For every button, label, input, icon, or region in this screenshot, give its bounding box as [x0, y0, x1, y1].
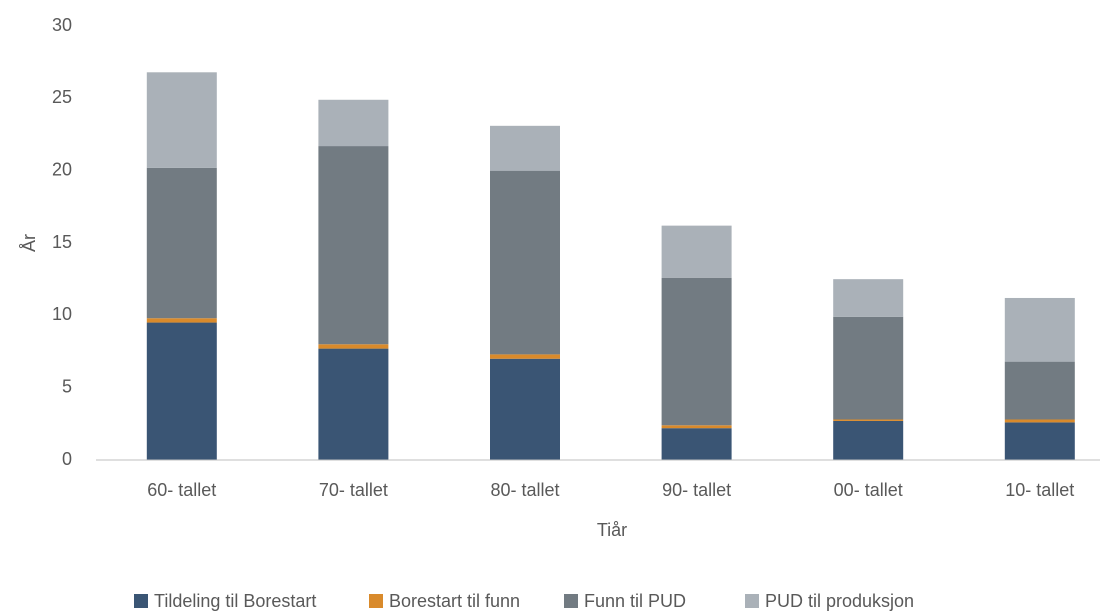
legend-swatch	[134, 594, 148, 608]
x-axis-label: Tiår	[597, 520, 627, 540]
legend-swatch	[369, 594, 383, 608]
bar-segment	[490, 125, 560, 171]
bar-segment	[146, 72, 217, 168]
y-tick-label: 5	[62, 376, 72, 396]
legend-label: PUD til produksjon	[765, 591, 914, 611]
bar-segment	[318, 146, 389, 345]
x-tick-label: 80- tallet	[490, 480, 559, 500]
bar-segment	[833, 279, 904, 317]
bar-segment	[490, 354, 560, 359]
bar-segment	[1004, 419, 1075, 423]
y-tick-label: 30	[52, 15, 72, 35]
legend-label: Borestart til funn	[389, 591, 520, 611]
x-tick-label: 10- tallet	[1005, 480, 1074, 500]
x-tick-label: 00- tallet	[834, 480, 903, 500]
bar-segment	[661, 277, 732, 426]
x-tick-label: 60- tallet	[147, 480, 216, 500]
bar-segment	[146, 322, 217, 460]
x-tick-label: 90- tallet	[662, 480, 731, 500]
legend-swatch	[564, 594, 578, 608]
legend-label: Tildeling til Borestart	[154, 591, 316, 611]
bar-segment	[833, 419, 904, 421]
bar-segment	[318, 99, 389, 147]
bar-segment	[318, 344, 389, 349]
y-tick-label: 0	[62, 449, 72, 469]
bar-segment	[146, 318, 217, 323]
bar-segment	[146, 167, 217, 319]
y-tick-label: 10	[52, 304, 72, 324]
bar-segment	[490, 358, 560, 460]
bar-segment	[1004, 297, 1075, 362]
bar-segment	[833, 316, 904, 420]
y-tick-label: 25	[52, 87, 72, 107]
bar-segment	[318, 348, 389, 460]
bar-segment	[1004, 361, 1075, 420]
y-axis-label: År	[19, 234, 39, 252]
bar-segment	[661, 425, 732, 429]
x-tick-label: 70- tallet	[319, 480, 388, 500]
legend-swatch	[745, 594, 759, 608]
bar-segment	[661, 225, 732, 278]
bar-segment	[833, 420, 904, 460]
bar-segment	[1004, 422, 1075, 460]
y-tick-label: 15	[52, 232, 72, 252]
legend-label: Funn til PUD	[584, 591, 686, 611]
bar-segment	[661, 428, 732, 460]
bar-segment	[490, 170, 560, 355]
y-tick-label: 20	[52, 159, 72, 179]
